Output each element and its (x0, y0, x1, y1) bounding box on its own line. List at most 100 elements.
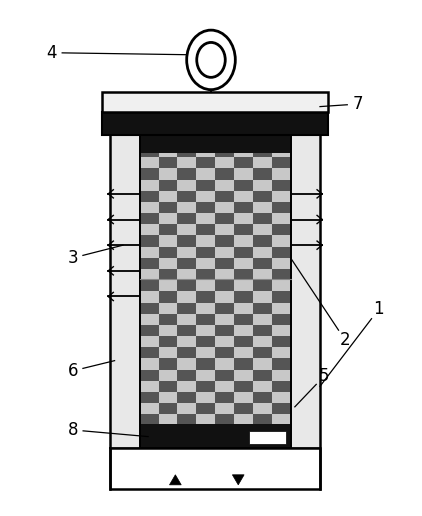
Bar (178, 269, 196, 280)
Bar (159, 202, 178, 213)
Bar (215, 336, 234, 347)
Bar (215, 247, 234, 258)
Bar (178, 258, 196, 269)
Bar (196, 381, 215, 392)
Bar (234, 146, 253, 157)
Bar (253, 437, 272, 448)
Bar (215, 314, 234, 325)
Bar (140, 258, 159, 269)
Bar (234, 235, 253, 247)
Bar (234, 135, 253, 146)
Text: 4: 4 (46, 44, 57, 62)
Bar (253, 168, 272, 180)
Bar (196, 247, 215, 258)
Bar (140, 325, 159, 336)
Bar (272, 381, 291, 392)
Bar (111, 448, 320, 489)
Text: 2: 2 (340, 331, 350, 349)
Bar (159, 146, 178, 157)
Bar (215, 414, 234, 426)
Bar (215, 381, 234, 392)
Bar (196, 280, 215, 292)
Bar (159, 168, 178, 180)
Bar (159, 224, 178, 235)
Bar (253, 269, 272, 280)
Bar (215, 269, 234, 280)
Bar (196, 135, 215, 146)
Bar (196, 269, 215, 280)
Bar (159, 269, 178, 280)
Text: 1: 1 (373, 300, 384, 318)
Bar (272, 235, 291, 247)
Bar (196, 213, 215, 224)
Bar (215, 292, 234, 302)
Bar (234, 269, 253, 280)
Bar (253, 359, 272, 369)
Text: 8: 8 (68, 421, 78, 439)
Bar (140, 302, 159, 314)
Bar (234, 325, 253, 336)
Bar (178, 168, 196, 180)
Bar (178, 280, 196, 292)
Bar (215, 280, 234, 292)
Bar (215, 168, 234, 180)
Bar (272, 168, 291, 180)
Bar (196, 336, 215, 347)
Bar (215, 224, 234, 235)
Bar (140, 437, 159, 448)
Bar (178, 157, 196, 168)
Bar (272, 325, 291, 336)
Bar (215, 426, 234, 437)
Bar (140, 135, 159, 146)
Bar (234, 280, 253, 292)
Bar (196, 414, 215, 426)
Bar (159, 336, 178, 347)
Circle shape (197, 42, 225, 77)
Bar (178, 135, 196, 146)
Bar (196, 403, 215, 414)
Bar (159, 414, 178, 426)
Bar (272, 347, 291, 359)
Bar (272, 157, 291, 168)
Bar (178, 414, 196, 426)
Bar (178, 146, 196, 157)
Bar (178, 302, 196, 314)
Bar (159, 191, 178, 202)
Bar (272, 135, 291, 146)
Bar (215, 202, 234, 213)
Bar (253, 247, 272, 258)
Bar (159, 426, 178, 437)
Bar (196, 168, 215, 180)
Bar (234, 359, 253, 369)
Bar (234, 213, 253, 224)
Bar (234, 180, 253, 191)
Bar (253, 414, 272, 426)
Bar (272, 213, 291, 224)
Bar (253, 392, 272, 403)
Circle shape (187, 30, 235, 90)
Bar (196, 191, 215, 202)
Bar (196, 292, 215, 302)
Bar (178, 336, 196, 347)
Bar (159, 180, 178, 191)
Bar (253, 157, 272, 168)
Bar (253, 347, 272, 359)
Bar (272, 426, 291, 437)
Bar (159, 247, 178, 258)
Bar (253, 314, 272, 325)
Bar (291, 135, 320, 448)
Bar (215, 235, 234, 247)
Bar (215, 157, 234, 168)
Bar (159, 403, 178, 414)
Bar (159, 347, 178, 359)
Bar (215, 359, 234, 369)
Bar (140, 191, 159, 202)
Bar (140, 235, 159, 247)
Bar (234, 258, 253, 269)
Bar (159, 392, 178, 403)
Bar (253, 336, 272, 347)
Bar (234, 168, 253, 180)
Bar (215, 180, 234, 191)
Bar (178, 180, 196, 191)
Bar (253, 224, 272, 235)
